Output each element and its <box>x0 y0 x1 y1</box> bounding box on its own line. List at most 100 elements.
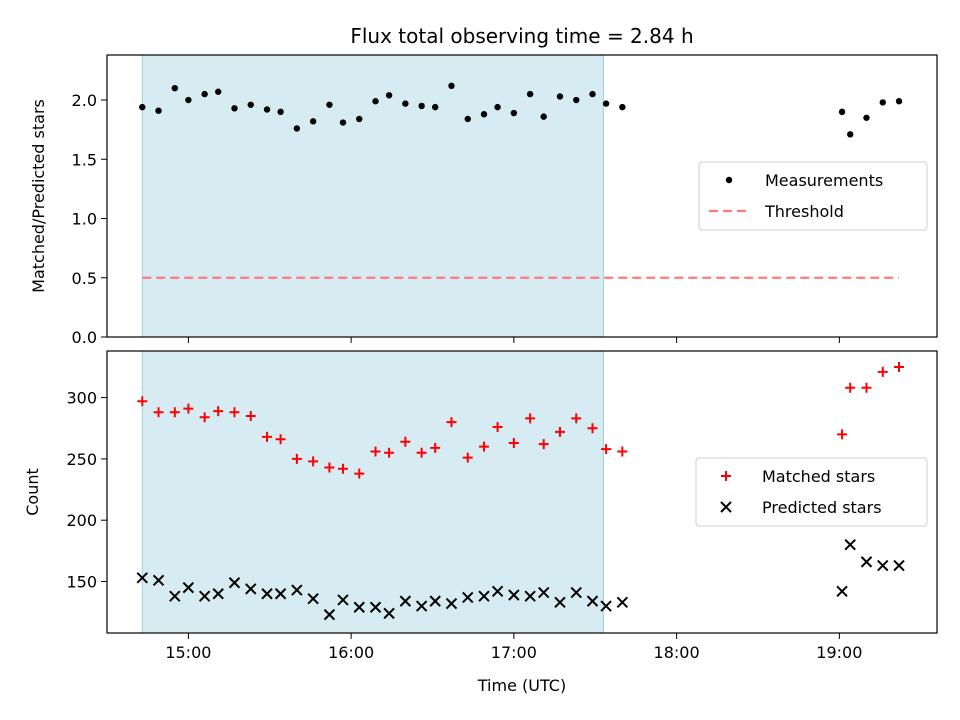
matched-star-point <box>370 446 381 457</box>
measurement-point <box>494 103 501 111</box>
measurement-point <box>277 108 284 116</box>
predicted-star-point <box>836 585 848 598</box>
measurement-point <box>540 113 547 120</box>
measurement-point <box>139 103 146 111</box>
measurement-point <box>510 109 518 117</box>
predicted-star-point <box>570 586 582 599</box>
matched-star-point <box>384 447 395 458</box>
measurement-point <box>155 107 162 114</box>
legend-key-measurements <box>725 176 733 184</box>
measurement-point <box>339 119 347 126</box>
predicted-star-point <box>136 572 148 584</box>
matched-star-point <box>492 422 503 433</box>
matched-star-point <box>291 453 302 464</box>
x-axis-label: Time (UTC) <box>477 676 566 695</box>
matched-star-point <box>525 413 536 424</box>
matched-star-point <box>416 447 427 458</box>
matched-star-point <box>183 403 194 414</box>
predicted-star-point <box>291 584 303 596</box>
matched-star-point <box>308 456 319 467</box>
ratio-y-axis-label: Matched/Predicted stars <box>29 99 48 293</box>
matched-star-point <box>554 426 565 437</box>
measurement-point <box>432 103 439 111</box>
measurement-point <box>185 96 192 104</box>
legend-label: Predicted stars <box>762 498 882 517</box>
predicted-star-point <box>415 600 428 612</box>
matched-star-point <box>245 410 256 421</box>
predicted-star-point <box>337 594 349 606</box>
count-x-ticks: 15:00 16:00 17:00 18:00 19:00 <box>165 633 862 662</box>
matched-star-point <box>229 407 240 418</box>
measurement-point <box>215 88 222 95</box>
matched-star-point <box>479 441 490 452</box>
matched-star-point <box>571 413 582 424</box>
measurement-point <box>326 101 333 108</box>
matched-star-point <box>262 431 273 442</box>
count-legend: Matched stars Predicted stars <box>695 457 928 527</box>
measurement-point <box>309 118 317 125</box>
matched-star-point <box>508 437 519 448</box>
predicted-star-point <box>586 595 599 607</box>
matched-star-point <box>462 452 473 463</box>
predicted-star-point <box>445 597 458 610</box>
predicted-star-point <box>877 559 889 572</box>
predicted-star-point <box>600 600 612 612</box>
predicted-star-point <box>508 589 520 601</box>
predicted-star-point <box>524 590 536 602</box>
matched-star-point <box>617 446 628 457</box>
predicted-star-point <box>399 595 412 607</box>
matched-star-point <box>430 442 441 453</box>
ratio-panel: 0.00.51.01.52.0 Matched/Predicted stars … <box>29 54 938 347</box>
predicted-star-point <box>353 601 365 613</box>
y-tick-label: 0.0 <box>72 328 97 347</box>
measurement-point <box>263 106 271 113</box>
y-tick-label: 1.0 <box>72 210 97 229</box>
matched-star-point <box>446 417 457 428</box>
predicted-star-point <box>323 608 336 621</box>
predicted-star-point <box>844 539 856 551</box>
observing-window-shading <box>141 54 604 338</box>
predicted-star-point <box>616 596 629 609</box>
predicted-star-point <box>537 586 550 599</box>
matched-star-point <box>199 412 210 423</box>
measurement-point <box>247 101 254 108</box>
legend-box <box>695 457 928 527</box>
legend-label: Threshold <box>764 202 844 221</box>
measurement-point <box>573 96 580 104</box>
matched-star-point <box>169 407 180 418</box>
count-marks <box>136 361 905 621</box>
legend-box <box>698 161 928 231</box>
predicted-star-point <box>198 590 211 602</box>
observing-window-shading <box>141 350 604 634</box>
legend-key-matched <box>721 471 731 481</box>
measurement-point <box>847 131 854 138</box>
matched-star-point <box>275 434 286 445</box>
matched-star-point <box>337 463 348 474</box>
measurement-point <box>589 90 596 98</box>
measurement-point <box>448 82 455 90</box>
y-tick-label: 250 <box>66 450 97 469</box>
predicted-star-point <box>491 585 504 598</box>
matched-star-point <box>587 423 598 434</box>
ratio-marks <box>139 82 903 279</box>
matched-star-point <box>153 407 164 418</box>
y-tick-label: 150 <box>66 573 97 592</box>
matched-star-point <box>837 429 848 440</box>
y-tick-label: 1.5 <box>72 150 97 169</box>
y-tick-label: 0.5 <box>72 269 97 288</box>
measurement-point <box>602 100 610 107</box>
matched-star-point <box>861 382 872 393</box>
predicted-star-point <box>169 590 181 602</box>
predicted-star-point <box>429 595 441 607</box>
count-y-axis-label: Count <box>23 468 42 516</box>
measurement-point <box>480 111 488 118</box>
matched-star-point <box>845 382 856 393</box>
x-tick-label: 16:00 <box>328 643 374 662</box>
predicted-star-point <box>383 607 395 620</box>
matched-star-point <box>538 439 549 450</box>
measurement-point <box>293 125 301 132</box>
legend-key-predicted <box>720 501 732 513</box>
legend-label: Matched stars <box>762 467 875 486</box>
predicted-star-point <box>478 590 490 602</box>
